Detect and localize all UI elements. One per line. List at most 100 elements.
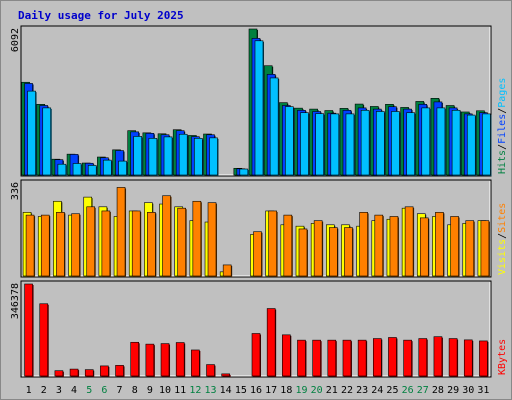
bar-pages-15 [239,168,249,176]
bar-pages-20 [315,113,324,176]
bar-sites-2 [40,214,50,277]
x-tick-label: 13 [204,385,216,396]
x-tick-label: 24 [371,385,383,396]
bar-sites-20 [313,220,323,277]
x-tick-label: 14 [220,385,232,396]
bar-kbytes-23 [357,339,367,377]
bar-sites-13 [207,202,217,277]
x-tick-label: 7 [117,385,123,396]
bar-sites-3 [56,212,65,277]
legend-item: Pages [497,78,508,108]
x-tick-label: 19 [295,385,307,396]
bar-pages-3 [57,163,67,176]
x-tick-label: 20 [311,385,323,396]
x-tick-label: 9 [147,385,153,396]
y-max-label: 346378 [10,283,21,319]
bar-sites-28 [435,212,444,277]
bar-pages-25 [391,111,400,176]
x-tick-label: 3 [56,385,62,396]
legend-hits-files-pages: Hits/Files/Pages [497,78,508,174]
bar-sites-12 [192,200,202,277]
bar-pages-22 [345,113,355,176]
bar-pages-11 [178,133,188,176]
x-tick-label: 1 [26,385,32,396]
bar-pages-18 [285,106,294,176]
bar-pages-9 [148,138,158,176]
bar-pages-23 [360,109,370,176]
legend-item: / [497,144,508,150]
bar-sites-7 [116,187,126,277]
x-tick-label: 26 [402,385,414,396]
x-tick-label: 30 [462,385,474,396]
bar-kbytes-26 [403,339,412,377]
bar-sites-31 [480,220,490,277]
x-tick-label: 5 [86,385,92,396]
x-tick-label: 8 [132,385,138,396]
bar-kbytes-3 [54,370,64,377]
bar-kbytes-7 [115,365,124,377]
x-tick-label: 10 [159,385,171,396]
bar-pages-16 [254,40,264,176]
bar-pages-6 [103,159,112,176]
bar-sites-22 [344,227,353,277]
x-tick-label: 6 [101,385,107,396]
bar-kbytes-8 [130,341,140,377]
bar-pages-31 [482,113,491,176]
bar-sites-24 [374,214,384,277]
bar-kbytes-11 [175,342,185,377]
bar-sites-9 [147,212,156,277]
bar-pages-10 [163,136,173,176]
legend-item: / [497,233,508,239]
bar-kbytes-10 [160,343,170,377]
y-max-label: 336 [10,182,21,200]
bar-kbytes-24 [372,338,382,377]
bar-kbytes-12 [191,349,200,377]
bar-sites-25 [389,216,399,277]
bar-sites-21 [329,227,338,277]
y-max-label: 6092 [10,28,21,52]
bar-kbytes-27 [418,338,428,377]
bar-pages-8 [133,136,143,176]
bar-pages-17 [269,77,279,176]
bar-pages-5 [87,165,97,176]
bar-kbytes-29 [448,338,458,377]
bar-sites-18 [283,214,293,277]
bar-kbytes-4 [69,368,79,377]
bar-sites-16 [253,231,262,277]
bar-kbytes-16 [251,333,261,377]
legend-item: / [497,108,508,114]
bar-pages-24 [375,111,385,176]
bar-pages-28 [436,107,446,176]
bar-kbytes-31 [479,340,488,377]
x-tick-label: 29 [447,385,459,396]
legend-item: Visits [497,239,508,275]
bar-sites-5 [86,206,96,277]
bar-kbytes-14 [221,373,230,377]
x-tick-label: 21 [326,385,338,396]
x-tick-label: 25 [386,385,398,396]
bar-kbytes-1 [24,283,33,377]
bar-sites-19 [298,228,308,277]
bar-kbytes-17 [266,308,276,377]
x-tick-label: 4 [71,385,77,396]
x-tick-label: 28 [432,385,444,396]
bar-kbytes-20 [312,339,321,377]
legend-visits-sites: Visits/Sites [497,203,508,275]
x-tick-label: 17 [265,385,277,396]
bar-sites-10 [162,195,171,277]
legend-item: KBytes [497,339,508,375]
bar-sites-4 [71,213,80,277]
bar-sites-26 [404,206,414,277]
bar-pages-1 [27,90,36,176]
bar-pages-26 [406,112,415,176]
x-tick-label: 27 [417,385,429,396]
bar-pages-2 [42,107,52,176]
bar-kbytes-18 [282,334,291,377]
bar-sites-6 [101,210,111,277]
bar-kbytes-21 [327,339,337,377]
bar-kbytes-25 [388,337,397,377]
bar-kbytes-5 [84,369,94,377]
legend-item: Sites [497,203,508,233]
legend-item: Hits [497,150,508,174]
